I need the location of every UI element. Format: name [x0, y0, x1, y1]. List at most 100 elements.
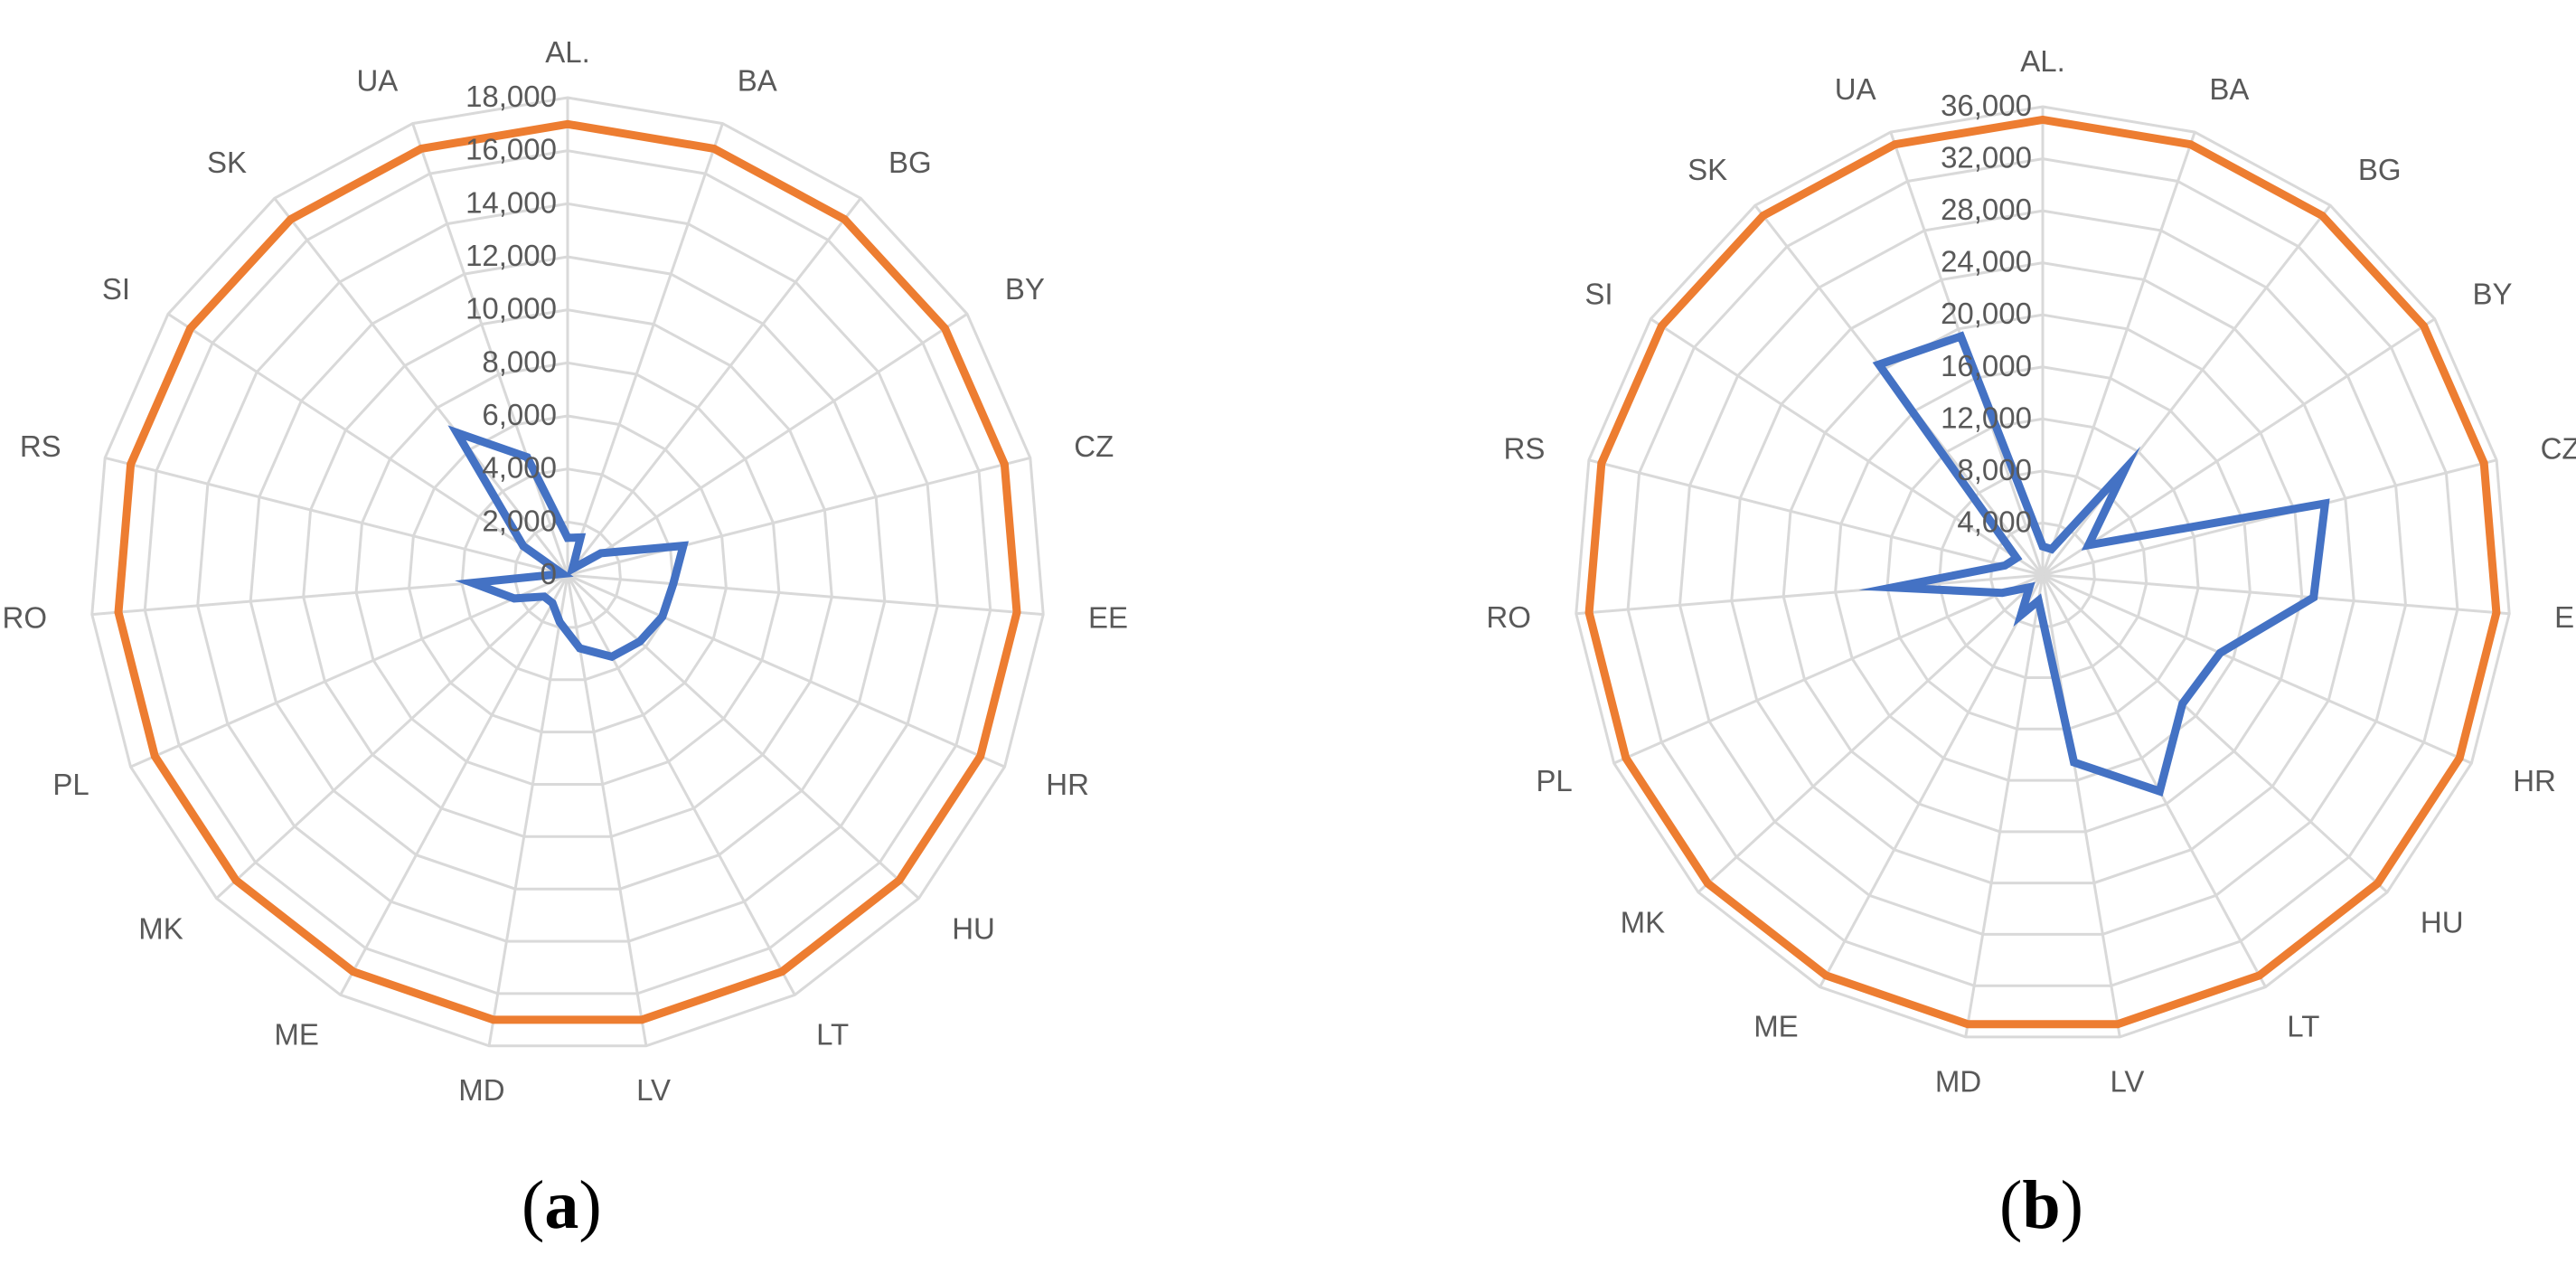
- grid-spoke: [567, 573, 1044, 617]
- grid-ring: [249, 255, 887, 891]
- grid-spoke: [1697, 573, 2045, 893]
- category-label: BY: [2473, 277, 2513, 310]
- category-label: SI: [1584, 277, 1612, 310]
- grid-spoke: [104, 456, 569, 577]
- category-label: MK: [1621, 906, 1666, 939]
- tick-label: 6,000: [482, 398, 557, 431]
- grid-ring: [1834, 365, 2252, 782]
- gridlines: [1575, 105, 2511, 1039]
- category-label: BA: [738, 63, 777, 97]
- grid-spoke: [2041, 573, 2389, 893]
- tick-label: 16,000: [465, 133, 557, 166]
- grid-ring: [1730, 261, 2355, 885]
- grid-ring: [354, 361, 781, 786]
- tick-label: 10,000: [465, 292, 557, 325]
- category-label: PL: [52, 768, 89, 801]
- grid-spoke: [2042, 317, 2436, 577]
- category-label: PL: [1536, 764, 1572, 797]
- tick-label: 36,000: [1941, 89, 2032, 122]
- grid-spoke: [2042, 573, 2510, 616]
- grid-spoke: [129, 573, 569, 769]
- grid-ring: [1575, 105, 2511, 1039]
- category-label: AL.: [545, 35, 590, 69]
- grid-spoke: [1964, 574, 2045, 1038]
- category-label: CZ: [1074, 429, 1114, 463]
- category-label: ME: [1753, 1010, 1799, 1043]
- category-label: HU: [2421, 906, 2464, 939]
- category-label: MK: [138, 912, 183, 946]
- panel-label-a-letter: a: [544, 1167, 579, 1243]
- grid-spoke: [339, 574, 569, 996]
- category-label: UA: [1835, 72, 1876, 106]
- tick-label: 0: [541, 557, 557, 590]
- grid-spoke: [411, 123, 569, 576]
- grid-ring: [1885, 417, 2200, 731]
- grid-spoke: [566, 123, 724, 576]
- category-label: HR: [1046, 768, 1089, 801]
- radar-chart-b: 4,000 8,000 12,000 16,000 20,000 24,000 28,000…: [1347, 0, 2576, 1157]
- grid-spoke: [566, 197, 862, 576]
- grid-spoke: [566, 574, 648, 1047]
- panel-label-b-letter: b: [2022, 1167, 2061, 1243]
- grid-spoke: [487, 574, 569, 1047]
- series-line-actual: [447, 425, 689, 662]
- grid-spoke: [2041, 574, 2267, 988]
- tick-label: 4,000: [1957, 505, 2032, 538]
- tick-label: 24,000: [1941, 245, 2032, 278]
- grid-spoke: [566, 573, 920, 900]
- tick-label: 4,000: [482, 451, 557, 485]
- grid-spoke: [1588, 458, 2044, 577]
- category-label: LV: [2111, 1064, 2145, 1098]
- category-label: LV: [636, 1073, 671, 1107]
- grid-spoke: [2042, 573, 2473, 765]
- grid-spoke: [566, 574, 796, 996]
- category-label: BG: [2358, 153, 2402, 186]
- grid-ring: [1626, 157, 2459, 987]
- tick-label: 32,000: [1941, 141, 2032, 175]
- grid-ring: [302, 308, 833, 838]
- category-label: UA: [356, 63, 398, 97]
- category-label: RS: [1504, 432, 1546, 466]
- grid-ring: [143, 149, 992, 995]
- grid-spoke: [2041, 204, 2332, 576]
- tick-label: 14,000: [465, 185, 557, 219]
- grid-ring: [90, 96, 1045, 1048]
- grid-spoke: [273, 197, 569, 576]
- category-label: SK: [207, 146, 247, 179]
- category-label: SK: [1688, 153, 1727, 186]
- category-label: ME: [274, 1017, 319, 1051]
- grid-spoke: [1575, 573, 2044, 616]
- category-label: EE: [2554, 600, 2576, 634]
- grid-spoke: [2041, 574, 2121, 1038]
- tick-label: 20,000: [1941, 297, 2032, 330]
- grid-spoke: [167, 312, 569, 577]
- tick-label: 16,000: [1941, 349, 2032, 382]
- category-label: BG: [888, 146, 932, 179]
- grid-spoke: [1819, 574, 2045, 988]
- category-label: EE: [1088, 601, 1128, 635]
- category-label: BA: [2209, 72, 2249, 106]
- grid-ring: [1782, 313, 2304, 834]
- radar-chart-a-svg: 0 2,000 4,000 6,000 8,000 10,000 12,000 14,000 1…: [3, 35, 1129, 1107]
- tick-label: 12,000: [465, 239, 557, 272]
- tick-label: 12,000: [1941, 401, 2032, 434]
- category-label: SI: [102, 272, 130, 306]
- grid-spoke: [567, 573, 1006, 769]
- category-label: RS: [20, 429, 61, 463]
- series-line-max: [1584, 115, 2501, 1029]
- category-label: AL.: [2020, 44, 2065, 78]
- tick-label: 18,000: [465, 80, 557, 113]
- radar-chart-b-svg: 4,000 8,000 12,000 16,000 20,000 24,000 28,000…: [1486, 44, 2576, 1098]
- grid-spoke: [1650, 317, 2044, 577]
- tick-label: 28,000: [1941, 193, 2032, 226]
- radar-chart-a: 0 2,000 4,000 6,000 8,000 10,000 12,000 14,000 1…: [0, 0, 1175, 1157]
- grid-ring: [1678, 209, 2408, 936]
- grid-ring: [460, 467, 675, 682]
- tick-label: 8,000: [1957, 453, 2032, 486]
- category-label: BY: [1005, 272, 1045, 306]
- series-line-actual: [1858, 331, 2330, 797]
- grid-ring: [196, 202, 939, 943]
- category-label: HR: [2513, 764, 2556, 797]
- series-line-max: [114, 119, 1021, 1024]
- category-label: LT: [816, 1017, 849, 1051]
